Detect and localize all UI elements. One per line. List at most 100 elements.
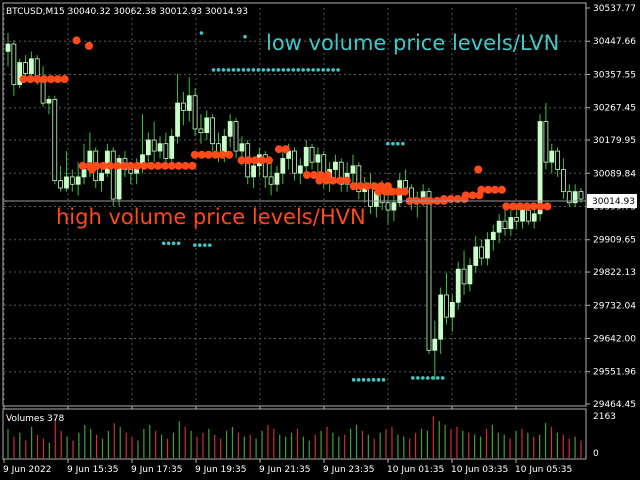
candle-body (479, 246, 485, 259)
hvn-dot (439, 195, 448, 204)
lvn-dot (356, 378, 361, 382)
hvn-dot (491, 185, 500, 194)
lvn-dot (221, 68, 226, 72)
hvn-dot (174, 161, 183, 170)
candle-body (502, 220, 508, 229)
candle-body (23, 62, 28, 74)
candle-body (181, 102, 186, 111)
candle-body (251, 165, 256, 178)
lvn-dot (166, 241, 171, 246)
candle-body (385, 202, 391, 211)
time-tick-label: 10 Jun 01:35 (387, 465, 444, 475)
hvn-dot (461, 191, 470, 200)
hvn-dot (381, 187, 390, 196)
hvn-dot (181, 161, 190, 170)
price-tick-label: 29642.00 (593, 334, 636, 344)
candle-body (58, 180, 64, 189)
lvn-dot (401, 141, 405, 146)
symbol-header: BTCUSD,M15 30040.32 30062.38 30012.93 30… (6, 7, 248, 17)
candle-body (69, 176, 75, 185)
hvn-dot (393, 187, 402, 196)
candle-body (46, 99, 52, 104)
candle-body (5, 43, 11, 52)
time-tick-label: 10 Jun 03:35 (451, 465, 508, 475)
candle-body (175, 102, 180, 137)
candle-body (525, 209, 531, 222)
price-tick-label: 29551.96 (593, 368, 636, 378)
candle-body (467, 265, 473, 285)
candle-body (192, 95, 198, 130)
lvn-dot (207, 243, 212, 247)
candle-body (496, 220, 502, 233)
candle-body (531, 213, 537, 222)
candle-body (110, 150, 116, 200)
hvn-dot (502, 202, 511, 211)
hvn-dot (119, 161, 128, 170)
hvn-dot (446, 195, 455, 204)
lvn-dot (281, 68, 286, 72)
candle-body (356, 165, 362, 193)
lvn-dot (203, 243, 207, 247)
hvn-dot (315, 176, 324, 185)
candle-body (403, 180, 408, 189)
candle-body (227, 121, 233, 137)
hvn-dot (335, 176, 344, 185)
hvn-dot (133, 161, 142, 170)
lvn-dot (366, 378, 371, 382)
hvn-dot (322, 176, 331, 185)
lvn-dot (381, 378, 386, 382)
lvn-dot (296, 68, 301, 72)
hvn-dot (484, 185, 493, 194)
hvn-dot (509, 202, 518, 211)
hvn-dot (190, 150, 199, 159)
lvn-dot (261, 68, 266, 72)
lvn-dot (198, 243, 202, 247)
hvn-dot (529, 202, 538, 211)
candle-body (116, 158, 122, 200)
lvn-dot (246, 68, 251, 72)
candle-body (11, 43, 17, 86)
candle-body (368, 187, 373, 207)
lvn-dot (256, 68, 261, 72)
lvn-dot (243, 34, 247, 39)
hvn-dot (543, 202, 552, 211)
price-tick-label: 29909.65 (593, 236, 636, 246)
hvn-dot (497, 185, 506, 194)
candle-body (292, 150, 297, 174)
time-tick-label: 9 Jun 19:35 (195, 465, 246, 475)
candle-body (432, 338, 438, 351)
candle-body (561, 169, 566, 193)
candle-body (566, 191, 572, 204)
hvn-dot (370, 182, 379, 191)
hvn-dot (84, 41, 93, 50)
hvn-dot (515, 202, 524, 211)
price-tick-label: 30447.66 (593, 37, 636, 47)
candle-body (151, 139, 157, 152)
hvn-dot (356, 182, 365, 191)
candle-body (461, 268, 467, 285)
hvn-dot (374, 187, 383, 196)
lvn-dot (351, 378, 356, 382)
price-tick-label: 30267.45 (593, 104, 636, 114)
candle-body (333, 161, 338, 170)
lvn-dot (371, 378, 376, 382)
candle-body (350, 165, 356, 174)
hvn-dot (197, 150, 206, 159)
lvn-dot (391, 141, 395, 146)
lvn-dot (331, 68, 335, 72)
candle-body (64, 176, 69, 189)
hvn-dot (112, 161, 121, 170)
hvn-dot (218, 150, 227, 159)
candle-body (555, 150, 561, 170)
candle-body (449, 301, 455, 318)
candle-body (268, 176, 274, 185)
lvn-dot (326, 68, 330, 72)
hvn-dot (536, 202, 545, 211)
lvn-dot (211, 68, 216, 72)
hvn-dot (468, 191, 477, 200)
volume-levels (19, 31, 552, 382)
candle-body (455, 268, 461, 303)
price-tick-label: 29732.04 (593, 301, 636, 311)
candle-body (204, 117, 210, 134)
